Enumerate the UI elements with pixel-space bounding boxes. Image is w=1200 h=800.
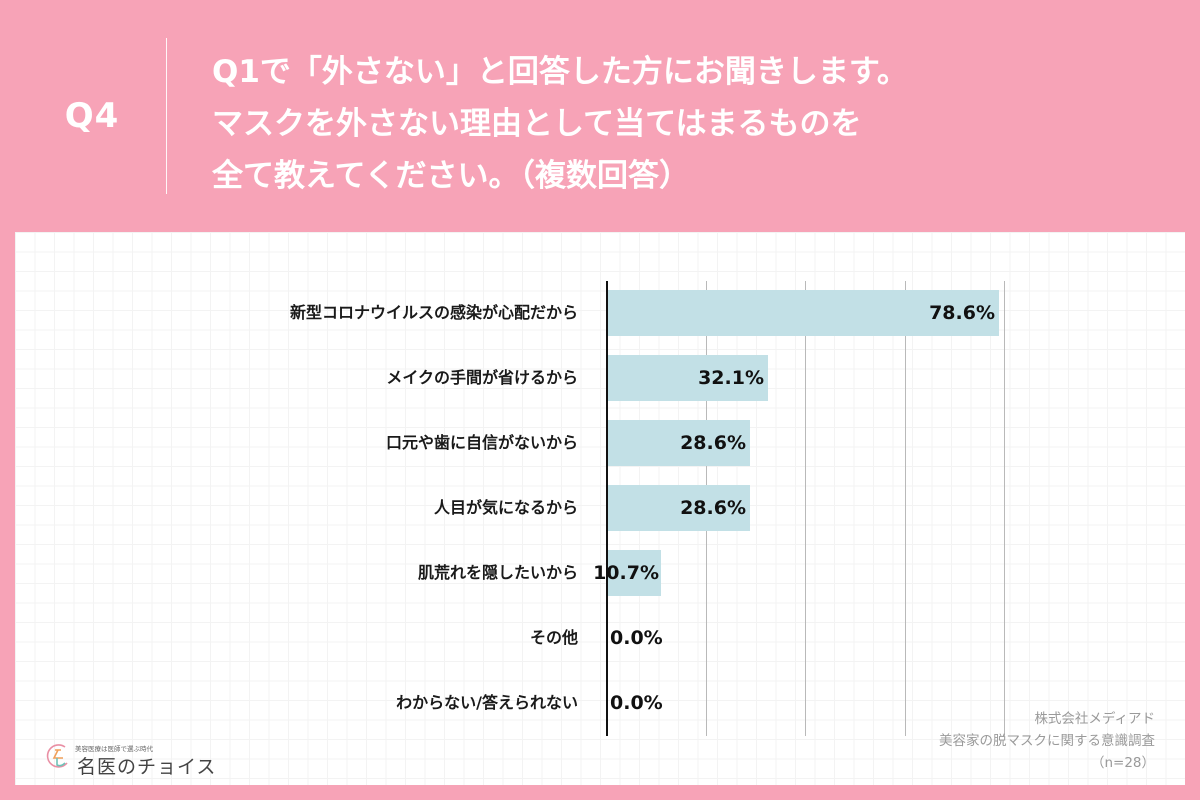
question-line-2: マスクを外さない理由として当てはまるものを (212, 106, 862, 142)
value-label: 0.0% (610, 692, 663, 714)
value-label: 10.7% (593, 562, 659, 584)
question-line-1: Q1で「外さない」と回答した方にお聞きします。 (212, 54, 908, 90)
value-label: 0.0% (610, 627, 663, 649)
gridline-80 (1004, 281, 1005, 736)
chart-panel: 新型コロナウイルスの感染が心配だから 78.6% メイクの手間が省けるから 32… (15, 232, 1185, 785)
question-number: Q4 (64, 96, 120, 136)
source-company: 株式会社メディアド (1034, 711, 1155, 727)
bar (608, 290, 999, 336)
category-label: メイクの手間が省けるから (386, 368, 578, 387)
bar-row: その他 0.0% (15, 615, 1185, 661)
bar-row: 口元や歯に自信がないから 28.6% (15, 420, 1185, 466)
bar (608, 485, 750, 531)
header-divider (166, 38, 167, 194)
category-label: 肌荒れを隠したいから (417, 563, 578, 582)
question-line-3: 全て教えてください。（複数回答） (212, 158, 691, 194)
value-label: 32.1% (698, 367, 764, 389)
source-survey: 美容家の脱マスクに関する意識調査 (939, 733, 1155, 749)
source-sample-size: （n=28） (1090, 755, 1155, 771)
gridline-40 (805, 281, 806, 736)
logo-name: 名医のチョイス (77, 756, 217, 778)
bar-row: メイクの手間が省けるから 32.1% (15, 355, 1185, 401)
brand-logo: 美容医療は医師で選ぶ時代 名医のチョイス (29, 737, 215, 778)
source-note: 株式会社メディアド 美容家の脱マスクに関する意識調査 （n=28） (939, 708, 1155, 774)
category-label: わからない/答えられない (396, 693, 578, 712)
gridline-60 (905, 281, 906, 736)
bar-chart: 新型コロナウイルスの感染が心配だから 78.6% メイクの手間が省けるから 32… (15, 232, 1185, 785)
question-text: Q1で「外さない」と回答した方にお聞きします。 マスクを外さない理由として当ては… (212, 46, 1152, 202)
bar-row: 新型コロナウイルスの感染が心配だから 78.6% (15, 290, 1185, 336)
value-label: 28.6% (680, 432, 746, 454)
logo-tagline: 美容医療は医師で選ぶ時代 (75, 745, 153, 753)
value-label: 78.6% (929, 302, 995, 324)
bar-row: わからない/答えられない 0.0% (15, 680, 1185, 726)
category-label: その他 (529, 628, 578, 647)
category-label: 口元や歯に自信がないから (385, 433, 578, 452)
bar (608, 420, 750, 466)
y-axis-line (606, 281, 608, 736)
question-header: Q4 Q1で「外さない」と回答した方にお聞きします。 マスクを外さない理由として… (0, 0, 1200, 232)
value-label: 28.6% (680, 497, 746, 519)
category-label: 新型コロナウイルスの感染が心配だから (289, 303, 578, 322)
bar-row: 肌荒れを隠したいから 10.7% (15, 550, 1185, 596)
bar (608, 550, 661, 596)
category-label: 人目が気になるから (433, 498, 578, 517)
bar-row: 人目が気になるから 28.6% (15, 485, 1185, 531)
logo-mark-icon (46, 744, 68, 768)
bar (608, 355, 768, 401)
